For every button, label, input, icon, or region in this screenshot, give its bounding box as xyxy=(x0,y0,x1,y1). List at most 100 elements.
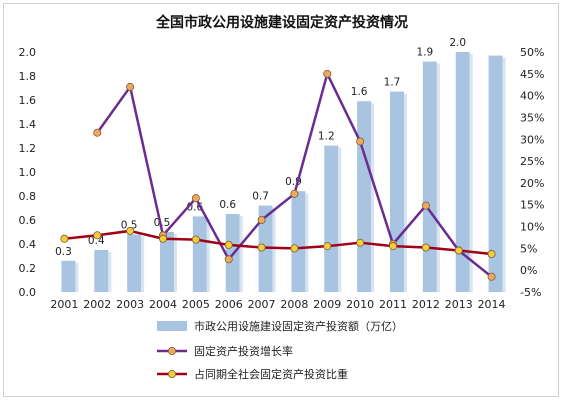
series-point xyxy=(158,234,167,243)
left-tick-label: 0.6 xyxy=(19,214,37,227)
right-tick-label: 0% xyxy=(520,264,537,277)
bar-shadow xyxy=(371,103,375,292)
series-point xyxy=(224,240,233,249)
bar-shadow xyxy=(108,252,112,292)
x-tick-label: 2011 xyxy=(379,298,407,311)
series-point xyxy=(421,201,430,210)
share-series xyxy=(60,226,496,259)
series-point xyxy=(356,137,365,146)
bar xyxy=(422,61,437,292)
series-point xyxy=(126,82,135,91)
series-point xyxy=(60,234,69,243)
bar-shadow xyxy=(174,234,177,292)
x-tick-label: 2005 xyxy=(182,298,210,311)
bar-shadow xyxy=(239,216,243,292)
bar xyxy=(455,52,470,292)
x-axis: 2001 2002 2003 2004 2005 2006 2007 2008 2009 2010… xyxy=(50,298,505,311)
bar xyxy=(127,234,142,292)
left-tick-label: 1.4 xyxy=(19,118,37,131)
series-point xyxy=(93,128,102,137)
right-tick-label: 30% xyxy=(520,133,544,146)
right-tick-label: 20% xyxy=(520,177,544,190)
bar-data-label: 0.4 xyxy=(88,235,105,247)
bar-data-labels: 0.30.40.5 0.50.6 0.60.70.91.21.61.71.92.0 xyxy=(55,37,466,258)
series-point xyxy=(454,246,463,255)
bar-shadow xyxy=(338,147,342,292)
x-tick-label: 2013 xyxy=(445,298,473,311)
right-tick-label: 15% xyxy=(520,199,544,212)
bar xyxy=(357,101,372,292)
left-tick-label: 1.0 xyxy=(19,166,37,179)
bar-data-label: 1.6 xyxy=(351,86,368,98)
bar xyxy=(94,250,109,292)
x-tick-label: 2002 xyxy=(83,298,111,311)
left-tick-label: 1.6 xyxy=(19,94,37,107)
series-point xyxy=(388,242,397,251)
bar-shadow xyxy=(469,54,473,292)
legend-swatch-marker xyxy=(167,346,176,355)
legend-label: 固定资产投资增长率 xyxy=(194,344,293,358)
right-tick-label: 35% xyxy=(520,111,544,124)
bar xyxy=(291,191,306,292)
bar xyxy=(192,216,207,292)
left-tick-label: 0.2 xyxy=(19,262,37,275)
bar-data-label: 0.5 xyxy=(121,219,138,231)
x-tick-label: 2004 xyxy=(149,298,177,311)
series-point xyxy=(93,231,102,240)
x-tick-label: 2010 xyxy=(346,298,374,311)
series-point xyxy=(290,244,299,253)
right-tick-label: 10% xyxy=(520,221,544,234)
series-point xyxy=(257,215,266,224)
bar-data-label: 0.7 xyxy=(252,191,269,203)
right-tick-label: 25% xyxy=(520,155,544,168)
series-point xyxy=(487,250,496,259)
bar xyxy=(390,91,404,292)
left-tick-label: 0.0 xyxy=(19,286,37,299)
series-point xyxy=(323,242,332,251)
left-tick-label: 0.8 xyxy=(19,190,37,203)
bar-series xyxy=(61,52,506,292)
bar-shadow xyxy=(206,218,210,292)
series-point xyxy=(191,194,200,203)
right-tick-label: 50% xyxy=(520,46,544,59)
left-tick-label: 2.0 xyxy=(19,46,37,59)
right-tick-label: 45% xyxy=(520,68,544,81)
bar xyxy=(324,145,339,292)
x-tick-label: 2006 xyxy=(215,298,243,311)
left-y-axis: 0.0 0.2 0.4 0.6 0.8 1.0 1.2 1.4 1.6 1.8 2.0 xyxy=(19,46,37,299)
chart-title: 全国市政公用设施建设固定资产投资情况 xyxy=(155,14,408,31)
bar-shadow xyxy=(141,236,145,292)
legend-swatch-marker xyxy=(167,369,176,378)
legend-label: 市政公用设施建设固定资产投资额（万亿） xyxy=(194,319,403,333)
bar xyxy=(488,55,503,292)
series-point xyxy=(257,243,266,252)
right-tick-label: -5% xyxy=(520,286,541,299)
bar-shadow xyxy=(436,63,440,292)
bar-data-label: 0.5 xyxy=(154,217,171,229)
x-tick-label: 2009 xyxy=(313,298,341,311)
series-point xyxy=(191,235,200,244)
left-tick-label: 1.8 xyxy=(19,70,37,83)
bar-data-label: 0.6 xyxy=(219,199,236,211)
series-point xyxy=(356,238,365,247)
legend-swatch-bar xyxy=(157,321,187,331)
x-tick-label: 2012 xyxy=(412,298,440,311)
left-tick-label: 1.2 xyxy=(19,142,37,155)
series-point xyxy=(421,243,430,252)
bar-shadow xyxy=(404,93,407,292)
series-point xyxy=(126,226,135,235)
legend-label: 占同期全社会固定资产投资比重 xyxy=(194,367,348,381)
x-tick-label: 2007 xyxy=(248,298,276,311)
bar-shadow xyxy=(502,57,506,292)
bar-shadow xyxy=(305,193,309,292)
bar xyxy=(160,232,174,292)
series-point xyxy=(487,272,496,281)
bar xyxy=(61,260,76,292)
right-y-axis: -5% 0% 5% 10% 15% 20% 25% 30% 35% 40% 45% 50% xyxy=(520,46,544,299)
legend: 市政公用设施建设固定资产投资额（万亿） 固定资产投资增长率占同期全社会固定资产投资… xyxy=(157,319,403,381)
right-tick-label: 40% xyxy=(520,90,544,103)
series-point xyxy=(290,189,299,198)
x-tick-label: 2008 xyxy=(280,298,308,311)
x-tick-label: 2014 xyxy=(478,298,506,311)
x-tick-label: 2003 xyxy=(116,298,144,311)
